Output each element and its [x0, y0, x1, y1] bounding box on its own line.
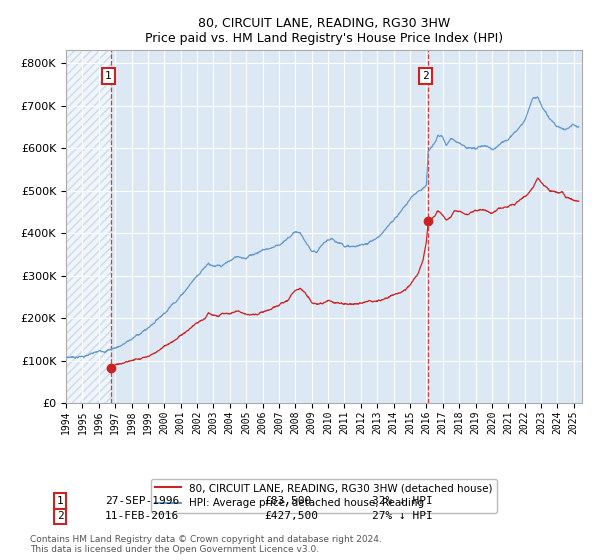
Text: Contains HM Land Registry data © Crown copyright and database right 2024.
This d: Contains HM Land Registry data © Crown c… [30, 535, 382, 554]
Text: 27% ↓ HPI: 27% ↓ HPI [372, 511, 433, 521]
Text: 2: 2 [422, 71, 429, 81]
Text: £427,500: £427,500 [264, 511, 318, 521]
Title: 80, CIRCUIT LANE, READING, RG30 3HW
Price paid vs. HM Land Registry's House Pric: 80, CIRCUIT LANE, READING, RG30 3HW Pric… [145, 17, 503, 45]
Legend: 80, CIRCUIT LANE, READING, RG30 3HW (detached house), HPI: Average price, detach: 80, CIRCUIT LANE, READING, RG30 3HW (det… [151, 479, 497, 512]
Text: 11-FEB-2016: 11-FEB-2016 [105, 511, 179, 521]
Text: 32% ↓ HPI: 32% ↓ HPI [372, 496, 433, 506]
Text: 1: 1 [56, 496, 64, 506]
Text: 27-SEP-1996: 27-SEP-1996 [105, 496, 179, 506]
Text: 2: 2 [56, 511, 64, 521]
Bar [66, 50, 111, 403]
Text: 1: 1 [105, 71, 112, 81]
Text: £83,500: £83,500 [264, 496, 311, 506]
